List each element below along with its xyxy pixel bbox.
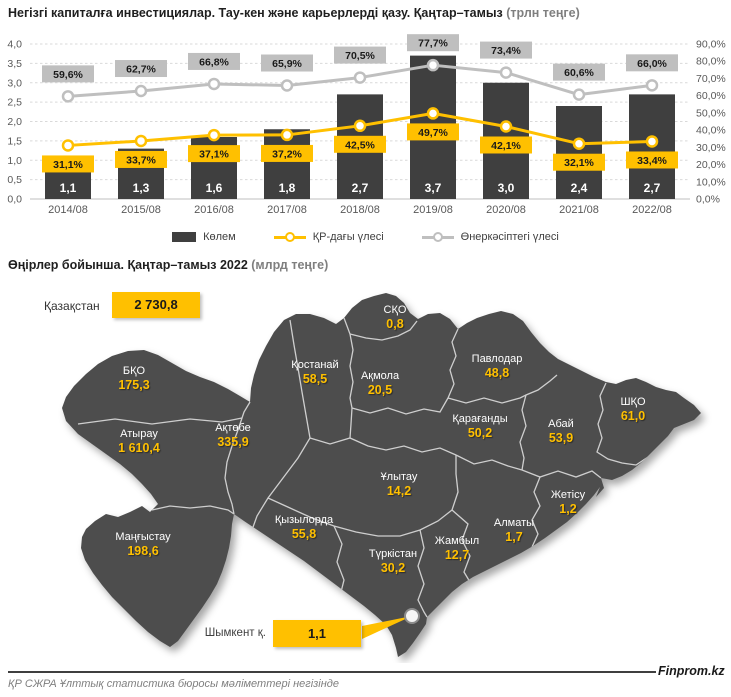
gray-line-swatch-icon <box>421 231 454 242</box>
shymkent-label: Шымкент қ. <box>204 627 266 639</box>
yellow-line-swatch-icon <box>273 231 306 242</box>
svg-text:2,7: 2,7 <box>644 181 661 195</box>
svg-text:1,8: 1,8 <box>279 181 296 195</box>
shymkent-value-badge: 1,1 <box>273 620 361 647</box>
svg-text:70,0%: 70,0% <box>696 73 726 85</box>
svg-text:30,0%: 30,0% <box>696 142 726 154</box>
chart-title-unit: (трлн теңге) <box>502 6 580 20</box>
footer-divider <box>8 671 656 673</box>
svg-text:32,1%: 32,1% <box>564 157 594 169</box>
svg-text:66,0%: 66,0% <box>637 58 667 70</box>
combo-chart: 0,0 0,5 1,0 1,5 2,0 2,5 3,0 3,5 4,0 0,0% 10,0% 20,0… <box>7 34 726 216</box>
svg-text:66,8%: 66,8% <box>199 56 229 68</box>
section-title-text: Өңірлер бойынша. Қаңтар–тамыз 2022 <box>8 258 248 272</box>
svg-text:0,0: 0,0 <box>7 194 22 206</box>
svg-text:3,0: 3,0 <box>7 77 22 89</box>
svg-text:60,0%: 60,0% <box>696 90 726 102</box>
svg-text:59,6%: 59,6% <box>53 69 83 81</box>
svg-text:31,1%: 31,1% <box>53 159 83 171</box>
svg-text:2,0: 2,0 <box>7 116 22 128</box>
svg-text:2014/08: 2014/08 <box>48 204 88 216</box>
chart-legend: Көлем ҚР-дағы үлесі Өнеркәсіптегі үлесі <box>0 231 731 243</box>
svg-text:33,7%: 33,7% <box>126 154 156 166</box>
legend-item-volume: Көлем <box>172 231 236 243</box>
country-label: Қазақстан <box>44 299 100 313</box>
svg-text:1,0: 1,0 <box>7 155 22 167</box>
svg-text:37,1%: 37,1% <box>199 149 229 161</box>
svg-text:1,5: 1,5 <box>7 135 22 147</box>
svg-text:70,5%: 70,5% <box>345 50 375 62</box>
svg-text:2019/08: 2019/08 <box>413 204 453 216</box>
svg-text:4,0: 4,0 <box>7 39 22 51</box>
svg-text:77,7%: 77,7% <box>418 38 448 50</box>
legend-item-industry-share: Өнеркәсіптегі үлесі <box>421 231 559 243</box>
svg-text:1,1: 1,1 <box>60 181 77 195</box>
svg-text:20,0%: 20,0% <box>696 159 726 171</box>
svg-text:2015/08: 2015/08 <box>121 204 161 216</box>
svg-text:2,4: 2,4 <box>571 181 588 195</box>
svg-text:0,0%: 0,0% <box>696 194 720 206</box>
bar-swatch-icon <box>172 232 197 242</box>
brand-logo: Finprom.kz <box>658 664 725 678</box>
shymkent-marker-icon <box>404 608 420 624</box>
svg-text:90,0%: 90,0% <box>696 39 726 51</box>
svg-text:2022/08: 2022/08 <box>632 204 672 216</box>
svg-text:2018/08: 2018/08 <box>340 204 380 216</box>
legend-label: Өнеркәсіптегі үлесі <box>460 231 559 243</box>
svg-text:3,5: 3,5 <box>7 58 22 70</box>
svg-text:3,7: 3,7 <box>425 181 442 195</box>
section-title-unit: (млрд теңге) <box>247 258 329 272</box>
svg-text:2,5: 2,5 <box>7 97 22 109</box>
svg-text:60,6%: 60,6% <box>564 67 594 79</box>
chart-title-text: Негізгі капиталға инвестициялар. Тау-кен… <box>8 6 503 20</box>
section-title: Өңірлер бойынша. Қаңтар–тамыз 2022 (млрд… <box>8 258 328 272</box>
legend-label: ҚР-дағы үлесі <box>312 231 384 243</box>
svg-text:50,0%: 50,0% <box>696 107 726 119</box>
svg-text:62,7%: 62,7% <box>126 64 156 76</box>
svg-text:37,2%: 37,2% <box>272 148 302 160</box>
svg-text:1,3: 1,3 <box>133 181 150 195</box>
country-shape <box>62 293 701 657</box>
svg-text:2020/08: 2020/08 <box>486 204 526 216</box>
svg-text:1,6: 1,6 <box>206 181 223 195</box>
svg-text:42,1%: 42,1% <box>491 140 521 152</box>
country-value-badge: 2 730,8 <box>112 292 200 318</box>
svg-text:2017/08: 2017/08 <box>267 204 307 216</box>
region-borders <box>77 317 649 618</box>
svg-text:2021/08: 2021/08 <box>559 204 599 216</box>
svg-text:42,5%: 42,5% <box>345 139 375 151</box>
svg-text:10,0%: 10,0% <box>696 176 726 188</box>
svg-text:40,0%: 40,0% <box>696 125 726 137</box>
svg-text:3,0: 3,0 <box>498 181 515 195</box>
source-note: ҚР СЖРА Ұлттық статистика бюросы мәлімет… <box>8 678 339 690</box>
svg-text:2,7: 2,7 <box>352 181 369 195</box>
legend-item-kr-share: ҚР-дағы үлесі <box>273 231 384 243</box>
svg-text:65,9%: 65,9% <box>272 58 302 70</box>
volume-bar <box>556 106 602 199</box>
callout-wedge <box>362 616 412 639</box>
chart-title: Негізгі капиталға инвестициялар. Тау-кен… <box>8 6 580 20</box>
kazakhstan-map <box>62 293 701 657</box>
svg-text:2016/08: 2016/08 <box>194 204 234 216</box>
svg-text:0,5: 0,5 <box>7 174 22 186</box>
svg-text:80,0%: 80,0% <box>696 56 726 68</box>
svg-text:73,4%: 73,4% <box>491 45 521 57</box>
svg-text:49,7%: 49,7% <box>418 127 448 139</box>
legend-label: Көлем <box>203 231 236 243</box>
svg-text:33,4%: 33,4% <box>637 155 667 167</box>
